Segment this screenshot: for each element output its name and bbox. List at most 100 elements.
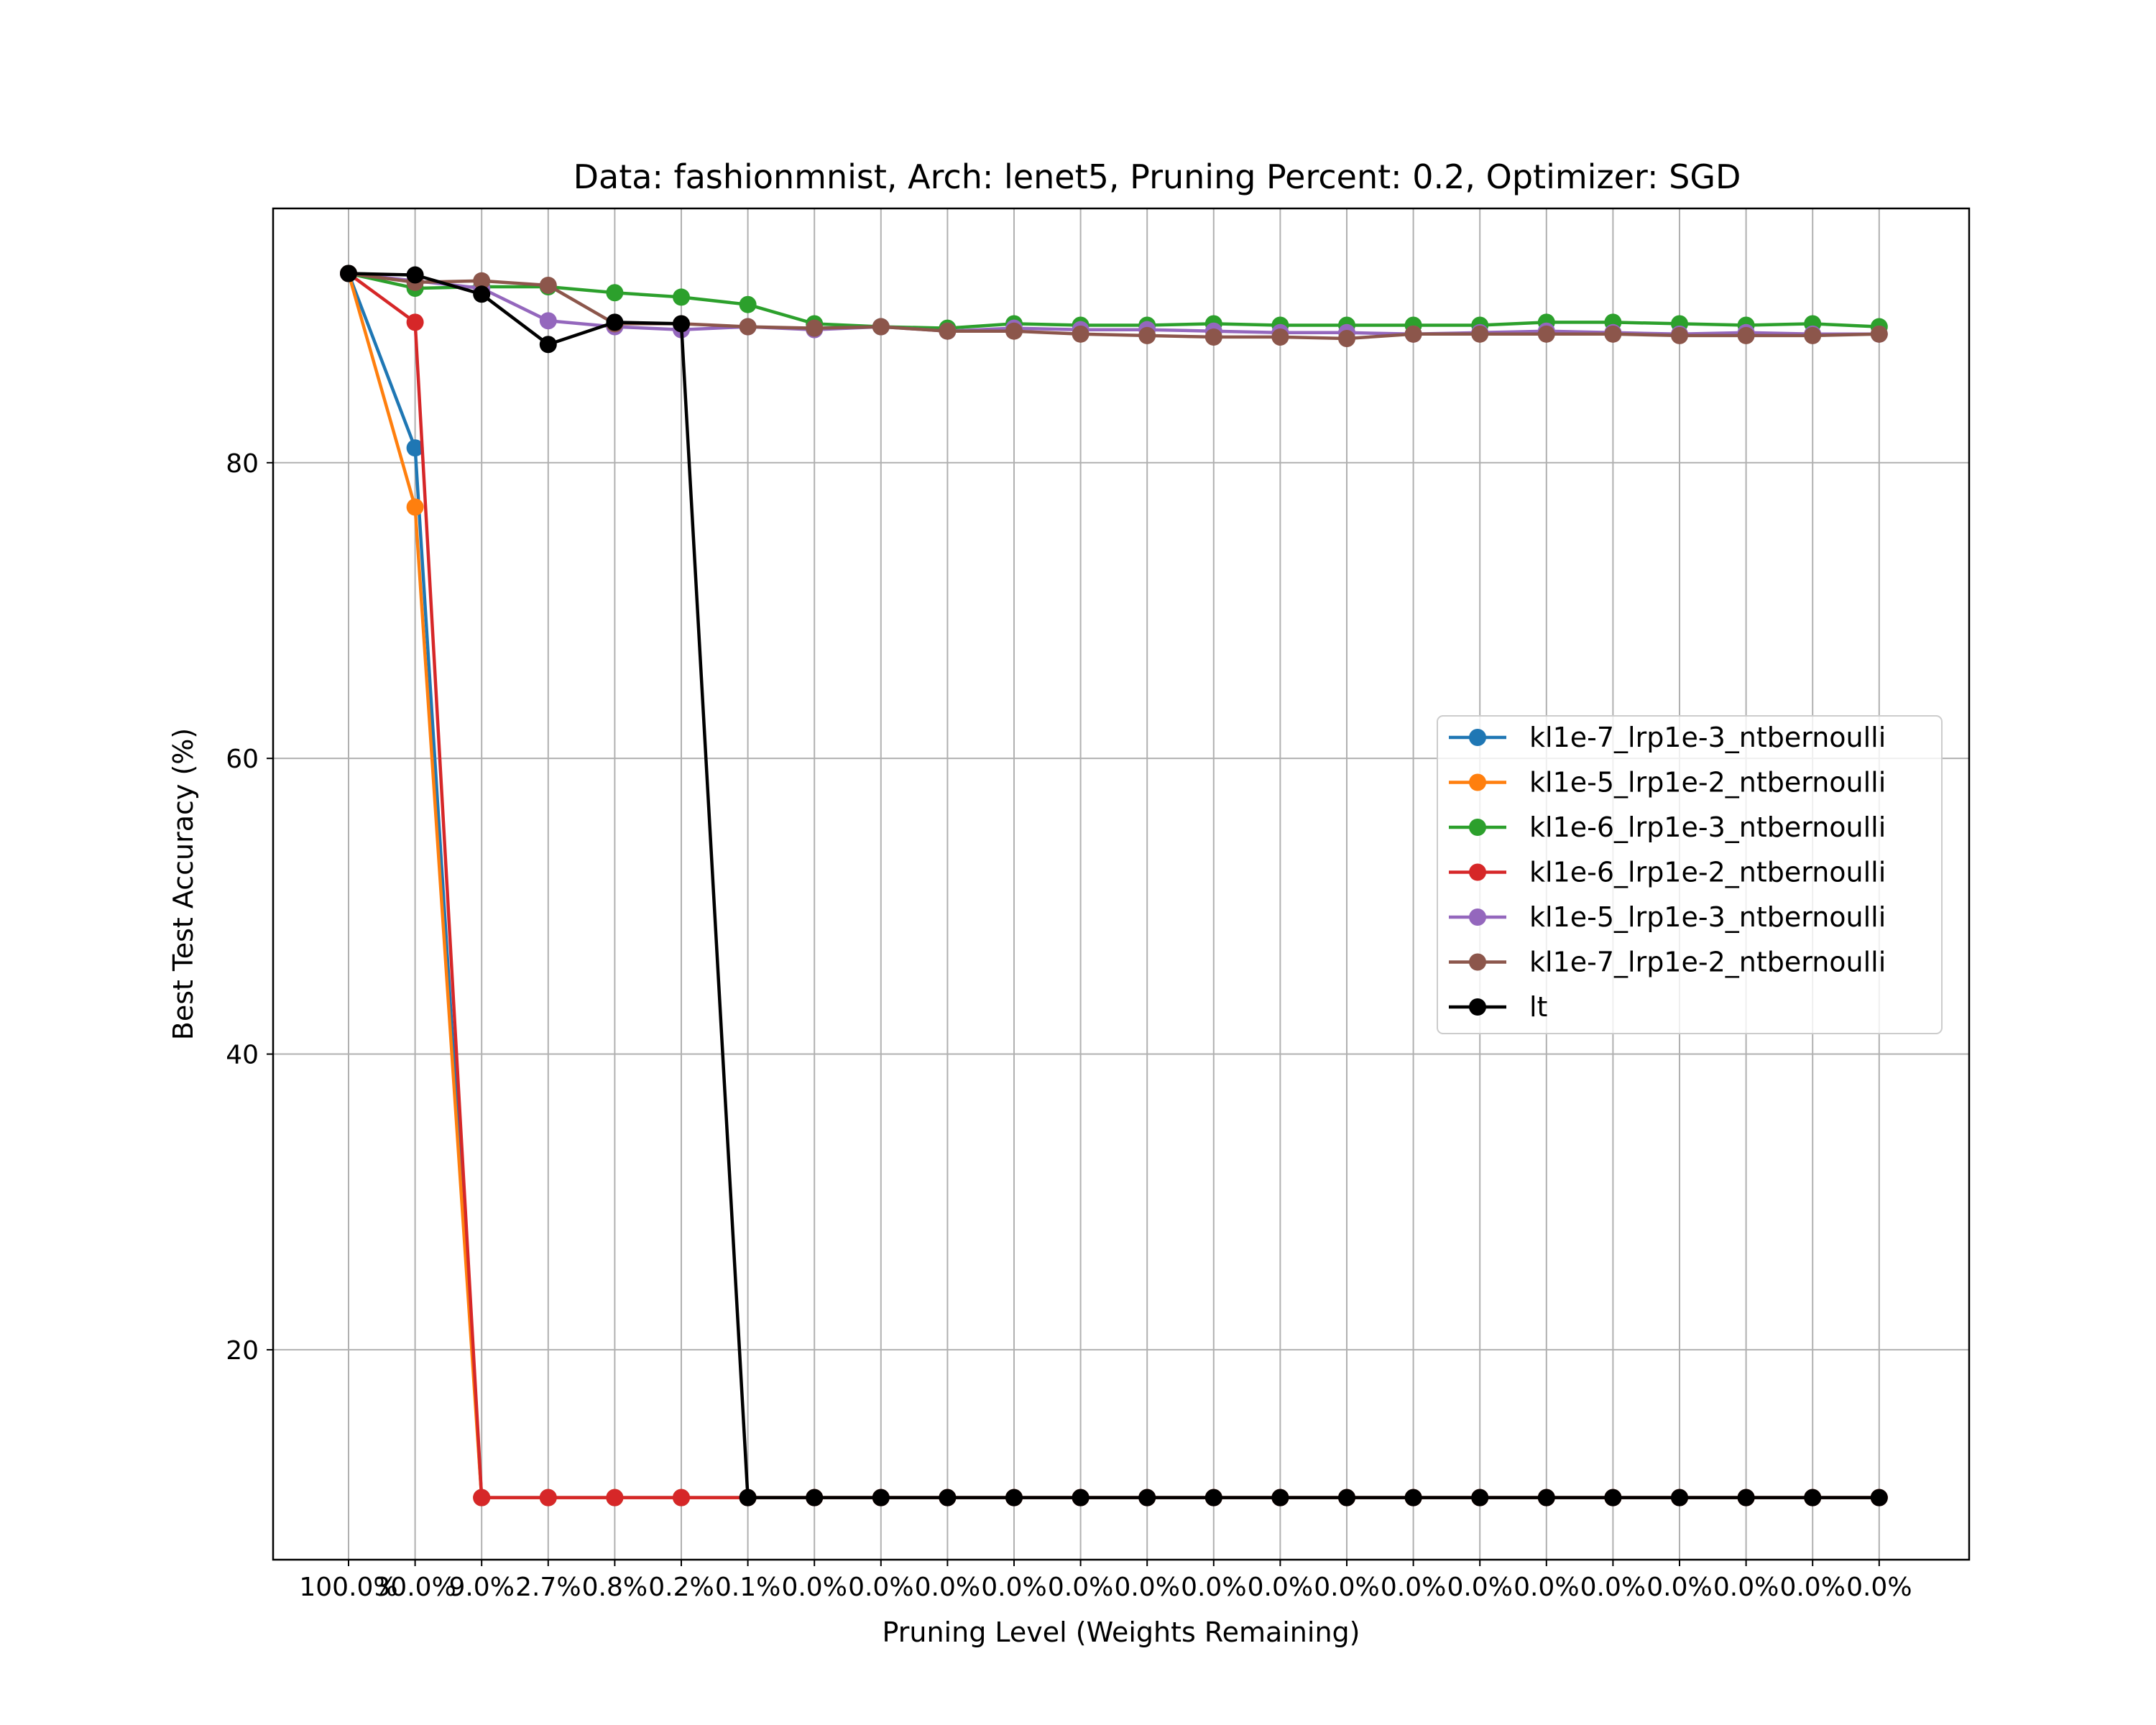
data-point	[1604, 1489, 1622, 1506]
data-point	[673, 315, 690, 333]
data-point	[406, 313, 424, 331]
data-point	[1138, 326, 1156, 344]
data-point	[1471, 1489, 1489, 1506]
data-point	[406, 266, 424, 284]
series-line	[348, 272, 1879, 341]
x-tick-label: 0.1%	[715, 1573, 780, 1602]
data-point	[739, 1489, 757, 1506]
x-tick-label: 0.2%	[648, 1573, 714, 1602]
legend-entry: kl1e-6_lrp1e-3_ntbernoulli	[1449, 811, 1886, 843]
y-axis-label: Best Test Accuracy (%)	[167, 728, 199, 1040]
x-tick-label: 30.0%	[374, 1573, 456, 1602]
data-point	[1870, 325, 1888, 343]
data-point	[1338, 1489, 1355, 1506]
x-tick-label: 0.0%	[1779, 1573, 1845, 1602]
data-point	[673, 288, 690, 306]
data-point	[406, 439, 424, 457]
x-tick-label: 9.0%	[448, 1573, 514, 1602]
y-tick-label: 80	[226, 449, 259, 479]
data-point	[1005, 1489, 1023, 1506]
x-tick-label: 0.0%	[1114, 1573, 1179, 1602]
data-point	[806, 1489, 824, 1506]
x-tick-label: 0.0%	[1846, 1573, 1912, 1602]
data-point	[1072, 1489, 1089, 1506]
x-tick-label: 100.0%	[299, 1573, 397, 1602]
data-point	[806, 319, 824, 337]
data-point	[1271, 328, 1289, 346]
x-tick-label: 0.0%	[1381, 1573, 1446, 1602]
series-line	[348, 272, 1879, 330]
legend-label: kl1e-7_lrp1e-2_ntbernoulli	[1529, 947, 1886, 978]
data-point	[1870, 1489, 1888, 1506]
x-tick-label: 0.0%	[1181, 1573, 1246, 1602]
x-tick-label: 0.0%	[848, 1573, 913, 1602]
data-point	[606, 313, 624, 331]
legend-label: kl1e-7_lrp1e-3_ntbernoulli	[1529, 722, 1886, 753]
legend-swatch-marker	[1469, 863, 1486, 881]
legend-label: kl1e-6_lrp1e-2_ntbernoulli	[1529, 857, 1886, 888]
data-point	[1537, 1489, 1555, 1506]
data-point	[1338, 330, 1355, 348]
legend-label: kl1e-6_lrp1e-3_ntbernoulli	[1529, 811, 1886, 843]
x-axis-label: Pruning Level (Weights Remaining)	[883, 1616, 1360, 1648]
legend-entry: kl1e-6_lrp1e-2_ntbernoulli	[1449, 857, 1886, 888]
legend-swatch-marker	[1469, 953, 1486, 971]
x-tick-label: 0.0%	[1248, 1573, 1313, 1602]
data-point	[1804, 326, 1822, 344]
x-tick-label: 2.7%	[515, 1573, 581, 1602]
legend-entry: kl1e-5_lrp1e-3_ntbernoulli	[1449, 901, 1886, 933]
data-point	[1471, 325, 1489, 343]
x-tick-label: 0.0%	[1580, 1573, 1646, 1602]
data-point	[1138, 1489, 1156, 1506]
legend-entry: kl1e-7_lrp1e-3_ntbernoulli	[1449, 722, 1886, 753]
legend-swatch-marker	[1469, 908, 1486, 926]
series-layer	[340, 264, 1888, 1506]
data-point	[872, 1489, 890, 1506]
data-point	[606, 284, 624, 302]
data-point	[939, 322, 957, 340]
data-point	[1204, 1489, 1222, 1506]
data-point	[340, 264, 357, 282]
data-point	[939, 1489, 957, 1506]
data-point	[473, 1489, 491, 1506]
x-tick-label: 0.0%	[1447, 1573, 1512, 1602]
legend-entry: lt	[1449, 991, 1547, 1023]
data-point	[406, 498, 424, 516]
series-lt	[340, 264, 1888, 1506]
x-tick-label: 0.0%	[1048, 1573, 1113, 1602]
chart-title: Data: fashionmnist, Arch: lenet5, Prunin…	[573, 157, 1741, 196]
data-point	[1072, 325, 1089, 343]
legend-label: lt	[1529, 991, 1547, 1023]
legend: kl1e-7_lrp1e-3_ntbernoulli kl1e-5_lrp1e-2…	[1437, 715, 1943, 1034]
data-point	[673, 1489, 690, 1506]
legend-entry: kl1e-5_lrp1e-2_ntbernoulli	[1449, 767, 1886, 799]
data-point	[473, 285, 491, 303]
legend-swatch-marker	[1469, 998, 1486, 1016]
data-point	[1737, 326, 1755, 344]
x-tick-label: 0.0%	[1713, 1573, 1779, 1602]
legend-entry: kl1e-7_lrp1e-2_ntbernoulli	[1449, 947, 1886, 978]
data-point	[872, 318, 890, 336]
data-point	[539, 1489, 557, 1506]
x-tick-label: 0.0%	[981, 1573, 1046, 1602]
x-tick-label: 0.0%	[1314, 1573, 1379, 1602]
y-axis-ticks: 20 40 60 80	[226, 449, 273, 1366]
data-point	[1404, 1489, 1422, 1506]
data-point	[1204, 328, 1222, 346]
data-point	[1404, 325, 1422, 343]
legend-swatch-marker	[1469, 729, 1486, 746]
y-tick-label: 60	[226, 745, 259, 774]
data-point	[1604, 325, 1622, 343]
data-point	[539, 336, 557, 354]
x-tick-label: 0.0%	[1514, 1573, 1579, 1602]
data-point	[1671, 326, 1688, 344]
data-point	[539, 276, 557, 294]
data-point	[1537, 325, 1555, 343]
x-tick-label: 0.0%	[915, 1573, 980, 1602]
data-point	[739, 295, 757, 313]
x-tick-label: 0.8%	[582, 1573, 648, 1602]
data-point	[1271, 1489, 1289, 1506]
legend-label: kl1e-5_lrp1e-3_ntbernoulli	[1529, 901, 1886, 933]
plot-frame	[272, 207, 1971, 1561]
